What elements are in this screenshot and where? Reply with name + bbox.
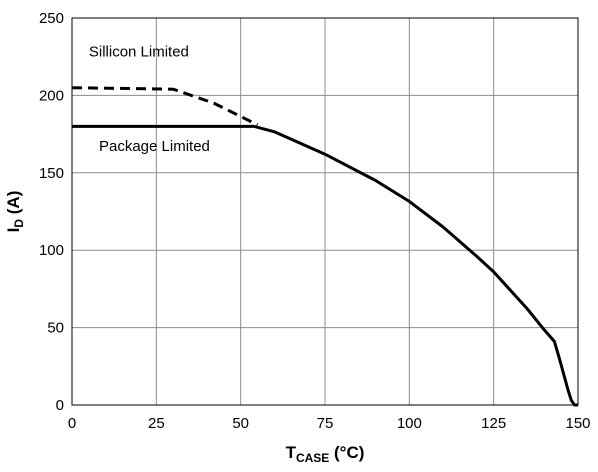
x-axis-title-unit: (°C): [329, 443, 364, 462]
x-axis-title-subscript: CASE: [296, 451, 329, 465]
package-limited-curve: [72, 124, 578, 407]
x-axis-title-main: T: [286, 443, 297, 462]
x-axis-tick-labels: 0 25 50 75 100 125 150: [68, 415, 591, 432]
y-tick-label-150: 150: [39, 165, 64, 182]
x-tick-label-75: 75: [317, 415, 334, 432]
y-axis-title: ID (A): [4, 191, 26, 233]
y-tick-label-50: 50: [47, 320, 64, 337]
y-axis-title-main: I: [4, 228, 23, 233]
x-axis-title: TCASE (°C): [286, 443, 365, 465]
grid-lines: [72, 18, 578, 405]
silicon-limited-curve: [71, 86, 259, 127]
y-tick-label-250: 250: [39, 10, 64, 27]
x-tick-label-100: 100: [397, 415, 422, 432]
plot-area-frame: [71, 17, 579, 406]
x-tick-label-150: 150: [565, 415, 590, 432]
y-axis-title-subscript: D: [12, 219, 26, 228]
y-tick-label-100: 100: [39, 242, 64, 259]
y-axis-tick-labels: 0 50 100 150 200 250: [39, 10, 64, 414]
annotation-0: Sillicon Limited: [89, 44, 189, 61]
annotation-1: Package Limited: [99, 138, 210, 155]
series-lines: [71, 86, 578, 407]
annotations: Sillicon Limited Package Limited: [89, 44, 210, 155]
y-tick-label-0: 0: [56, 397, 64, 414]
x-tick-label-50: 50: [232, 415, 249, 432]
x-tick-label-125: 125: [481, 415, 506, 432]
x-tick-label-25: 25: [148, 415, 165, 432]
y-axis-title-unit: (A): [4, 191, 23, 219]
y-tick-label-200: 200: [39, 87, 64, 104]
x-tick-label-0: 0: [68, 415, 76, 432]
